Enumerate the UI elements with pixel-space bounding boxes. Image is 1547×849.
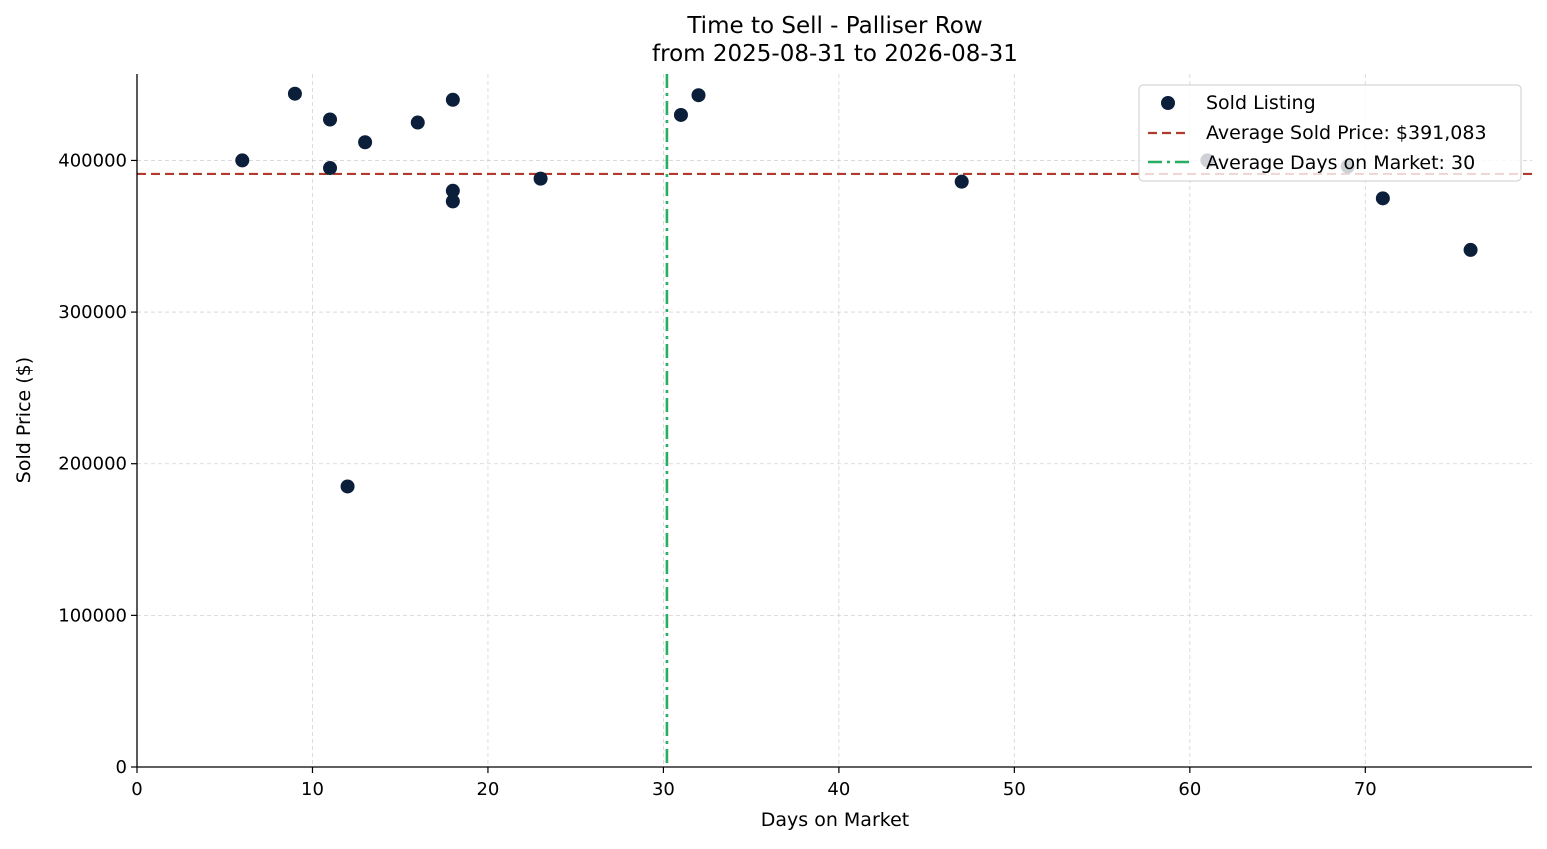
- legend-label-average-days: Average Days on Market: 30: [1206, 152, 1475, 174]
- data-point: [954, 174, 969, 189]
- axes-layer: [136, 74, 1532, 768]
- chart-subtitle: from 2025-08-31 to 2026-08-31: [652, 41, 1018, 67]
- data-point: [445, 194, 460, 209]
- y-tick-label: 200000: [58, 454, 127, 475]
- chart-title: Time to Sell - Palliser Row: [686, 13, 982, 39]
- x-tick-label: 50: [1003, 779, 1026, 800]
- data-point: [533, 171, 548, 186]
- x-axis-label: Days on Market: [761, 809, 909, 831]
- data-point: [287, 86, 302, 101]
- data-point: [323, 161, 338, 176]
- y-tick-label: 100000: [58, 605, 127, 626]
- x-tick-label: 20: [476, 779, 499, 800]
- x-tick-label: 0: [131, 779, 142, 800]
- x-tick-label: 60: [1178, 779, 1201, 800]
- data-point: [358, 135, 373, 150]
- data-point: [691, 88, 706, 103]
- y-tick-label: 0: [116, 757, 127, 778]
- data-point: [340, 479, 355, 494]
- data-point: [410, 115, 425, 130]
- x-tick-label: 70: [1354, 779, 1377, 800]
- data-point: [1375, 191, 1390, 206]
- ticks-layer: 0 10 20 30 40 50 60 70 0 100000 200000 300000 400000: [58, 150, 1376, 800]
- legend-label-sold-listing: Sold Listing: [1206, 92, 1316, 114]
- legend: Sold Listing Average Sold Price: $391,08…: [1138, 84, 1522, 182]
- legend-marker-sold-listing: [1161, 96, 1175, 110]
- x-tick-label: 40: [827, 779, 850, 800]
- legend-box: [1138, 84, 1522, 182]
- data-point: [673, 107, 688, 122]
- data-point: [445, 183, 460, 198]
- data-point: [235, 153, 250, 168]
- y-tick-label: 300000: [58, 302, 127, 323]
- x-tick-label: 30: [652, 779, 675, 800]
- data-point: [445, 92, 460, 107]
- grid-layer: [137, 74, 1532, 767]
- data-points-layer: [235, 86, 1478, 494]
- data-point: [323, 112, 338, 127]
- data-point: [1463, 242, 1478, 257]
- y-axis-label: Sold Price ($): [13, 357, 35, 483]
- legend-label-average-price: Average Sold Price: $391,083: [1206, 122, 1487, 144]
- x-tick-label: 10: [301, 779, 324, 800]
- y-tick-label: 400000: [58, 150, 127, 171]
